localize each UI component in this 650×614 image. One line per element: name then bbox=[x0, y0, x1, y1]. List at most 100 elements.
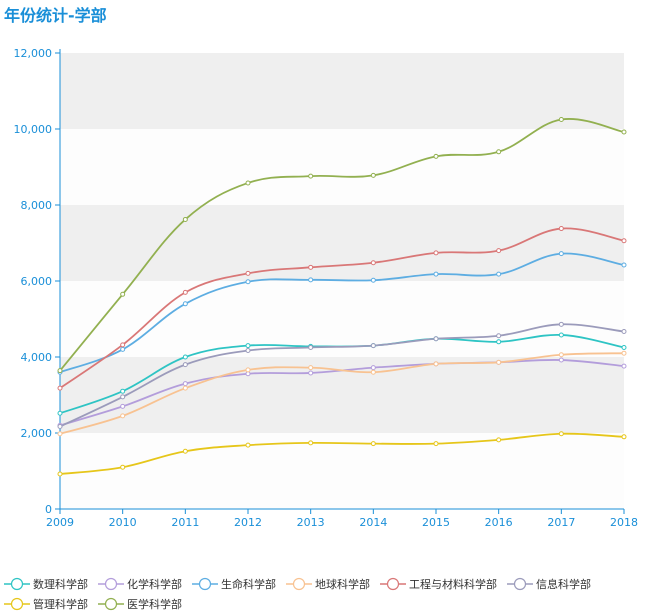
legend-item[interactable]: 信息科学部 bbox=[507, 574, 591, 594]
data-point bbox=[245, 348, 251, 354]
data-point bbox=[370, 369, 376, 375]
chart-title: 年份统计-学部 bbox=[4, 6, 107, 25]
y-tick-label: 4,000 bbox=[21, 351, 53, 364]
data-point bbox=[433, 271, 439, 277]
data-point bbox=[120, 413, 126, 419]
data-point bbox=[558, 357, 564, 363]
x-tick-label: 2014 bbox=[359, 516, 387, 529]
data-point bbox=[621, 238, 627, 244]
x-tick-label: 2009 bbox=[46, 516, 74, 529]
data-point bbox=[57, 368, 63, 374]
legend-label: 信息科学部 bbox=[536, 578, 591, 591]
data-point bbox=[120, 464, 126, 470]
legend-swatch-icon bbox=[98, 597, 124, 611]
legend-swatch-icon bbox=[286, 577, 312, 591]
data-point bbox=[370, 343, 376, 349]
data-point bbox=[496, 359, 502, 365]
x-tick-label: 2011 bbox=[171, 516, 199, 529]
data-point bbox=[182, 289, 188, 295]
data-point bbox=[558, 431, 564, 437]
data-point bbox=[621, 262, 627, 268]
data-point bbox=[182, 354, 188, 360]
legend-item[interactable]: 地球科学部 bbox=[286, 574, 370, 594]
data-point bbox=[433, 153, 439, 159]
x-tick-label: 2018 bbox=[610, 516, 638, 529]
grid-band bbox=[60, 205, 624, 281]
data-point bbox=[558, 226, 564, 232]
y-tick-label: 12,000 bbox=[14, 47, 53, 60]
legend-swatch-icon bbox=[4, 597, 30, 611]
x-tick-label: 2010 bbox=[109, 516, 137, 529]
data-point bbox=[182, 362, 188, 368]
legend-label: 医学科学部 bbox=[127, 598, 182, 611]
data-point bbox=[370, 260, 376, 266]
series-line bbox=[59, 359, 625, 427]
data-point bbox=[370, 277, 376, 283]
data-point bbox=[245, 180, 251, 186]
data-point bbox=[370, 365, 376, 371]
grid-band bbox=[60, 281, 624, 357]
legend-label: 工程与材料科学部 bbox=[409, 578, 497, 591]
legend-item[interactable]: 医学科学部 bbox=[98, 594, 182, 614]
data-point bbox=[558, 117, 564, 122]
data-point bbox=[496, 437, 502, 443]
series-line bbox=[59, 227, 625, 389]
data-point bbox=[496, 333, 502, 339]
series-line bbox=[59, 323, 625, 428]
y-tick-label: 8,000 bbox=[21, 199, 53, 212]
data-point bbox=[308, 365, 314, 371]
legend-swatch-icon bbox=[98, 577, 124, 591]
legend-label: 管理科学部 bbox=[33, 598, 88, 611]
series-line bbox=[59, 352, 625, 435]
series-line bbox=[59, 432, 625, 475]
data-point bbox=[308, 370, 314, 376]
data-point bbox=[558, 321, 564, 327]
data-point bbox=[621, 350, 627, 356]
data-point bbox=[245, 270, 251, 276]
data-point bbox=[308, 440, 314, 446]
data-point bbox=[120, 291, 126, 297]
legend-item[interactable]: 生命科学部 bbox=[192, 574, 276, 594]
grid-band bbox=[60, 357, 624, 433]
data-point bbox=[370, 441, 376, 447]
data-point bbox=[182, 216, 188, 222]
legend-swatch-icon bbox=[192, 577, 218, 591]
data-point bbox=[182, 385, 188, 391]
data-point bbox=[120, 403, 126, 409]
legend-label: 数理科学部 bbox=[33, 578, 88, 591]
grid-band bbox=[60, 129, 624, 205]
y-tick-label: 2,000 bbox=[21, 427, 53, 440]
data-point bbox=[433, 361, 439, 367]
legend-item[interactable]: 管理科学部 bbox=[4, 594, 88, 614]
y-tick-label: 10,000 bbox=[14, 123, 53, 136]
data-point bbox=[496, 248, 502, 254]
data-point bbox=[558, 251, 564, 257]
grid-band bbox=[60, 433, 624, 509]
line-chart: 0 2,000 4,000 6,000 8,000 10,000 12,000 2009 201… bbox=[14, 47, 639, 529]
data-point bbox=[245, 442, 251, 448]
y-tick-label: 6,000 bbox=[21, 275, 53, 288]
data-point bbox=[182, 448, 188, 454]
y-tick-label: 0 bbox=[45, 503, 52, 516]
data-point bbox=[621, 329, 627, 335]
data-point bbox=[120, 388, 126, 394]
legend-label: 化学科学部 bbox=[127, 578, 182, 591]
legend-item[interactable]: 化学科学部 bbox=[98, 574, 182, 594]
data-point bbox=[433, 250, 439, 256]
data-point bbox=[621, 434, 627, 440]
data-point bbox=[120, 394, 126, 400]
series-line bbox=[59, 252, 625, 374]
data-point bbox=[182, 381, 188, 387]
legend-swatch-icon bbox=[4, 577, 30, 591]
data-point bbox=[558, 352, 564, 358]
data-point bbox=[308, 264, 314, 270]
data-point bbox=[621, 129, 627, 135]
legend-item[interactable]: 工程与材料科学部 bbox=[380, 574, 497, 594]
series-line bbox=[59, 118, 625, 372]
legend-item[interactable]: 数理科学部 bbox=[4, 574, 88, 594]
legend-label: 生命科学部 bbox=[221, 578, 276, 591]
legend-swatch-icon bbox=[380, 577, 406, 591]
data-point bbox=[57, 431, 63, 437]
data-point bbox=[370, 172, 376, 178]
data-point bbox=[245, 367, 251, 373]
